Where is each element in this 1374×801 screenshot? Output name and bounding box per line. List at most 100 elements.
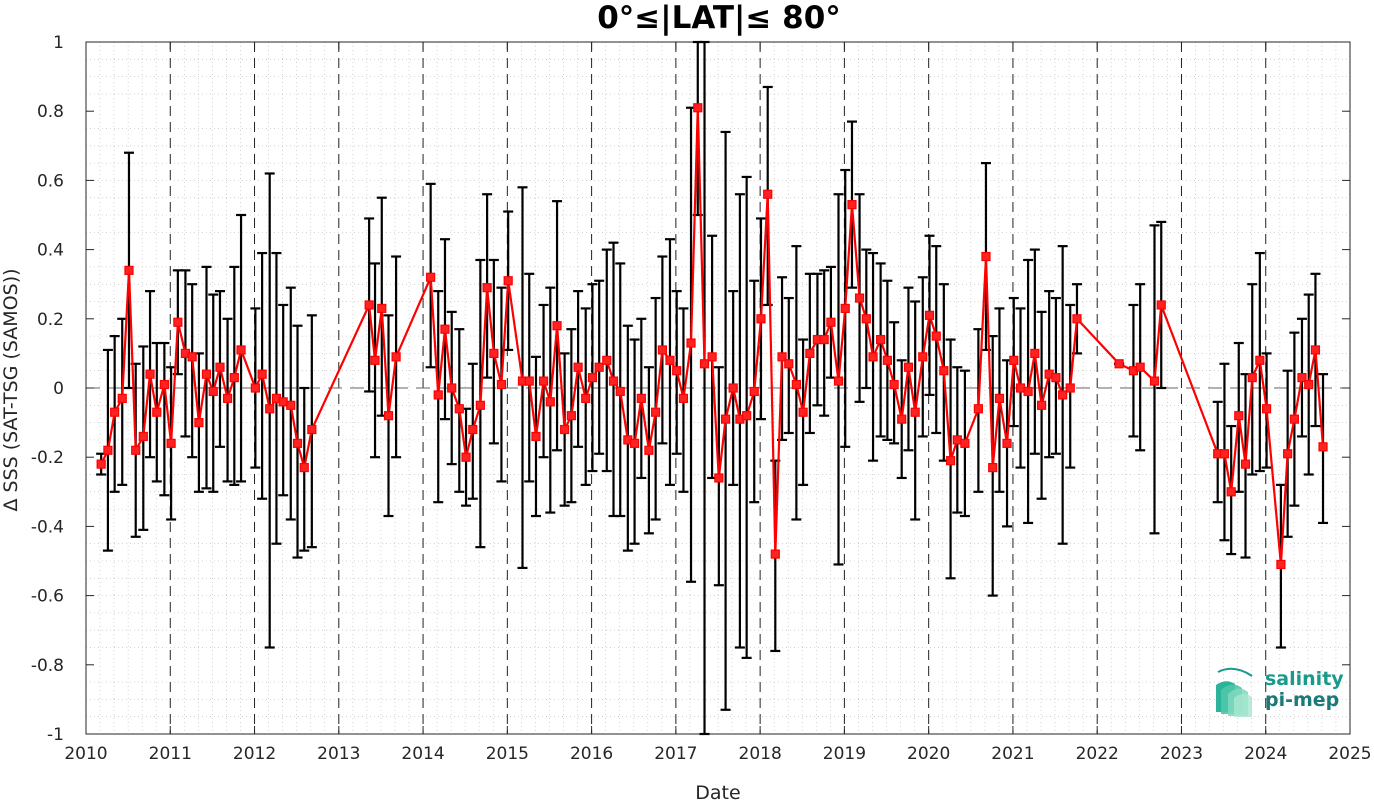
data-point-marker bbox=[489, 348, 499, 358]
data-point-marker bbox=[377, 303, 387, 314]
data-point-marker bbox=[496, 379, 507, 390]
data-point-marker bbox=[1247, 373, 1257, 383]
data-point-marker bbox=[201, 369, 212, 379]
data-point-marker bbox=[503, 276, 513, 286]
data-point-marker bbox=[686, 338, 696, 348]
data-point-marker bbox=[131, 445, 141, 455]
data-point-marker bbox=[699, 359, 710, 369]
data-point-marker bbox=[903, 362, 914, 372]
data-point-marker bbox=[1219, 449, 1230, 459]
x-tick-label: 2020 bbox=[907, 744, 950, 764]
data-point-marker bbox=[777, 352, 787, 362]
data-point-marker bbox=[531, 431, 541, 442]
data-point-marker bbox=[145, 369, 155, 379]
y-tick-label: 0 bbox=[53, 379, 64, 399]
series-markers bbox=[96, 103, 1328, 570]
data-point-marker bbox=[1297, 373, 1307, 383]
data-point-marker bbox=[629, 438, 640, 448]
data-point-marker bbox=[257, 369, 267, 379]
data-point-marker bbox=[819, 334, 829, 345]
data-point-marker bbox=[461, 452, 471, 462]
data-point-marker bbox=[615, 386, 625, 397]
data-point-marker bbox=[1276, 559, 1286, 570]
data-point-marker bbox=[383, 411, 394, 421]
x-tick-label: 2013 bbox=[317, 744, 360, 764]
data-point-marker bbox=[960, 438, 970, 448]
data-point-marker bbox=[468, 424, 478, 435]
data-point-marker bbox=[433, 390, 443, 400]
data-point-marker bbox=[910, 407, 920, 417]
data-point-marker bbox=[524, 376, 534, 386]
data-point-marker bbox=[1009, 355, 1019, 365]
data-point-marker bbox=[678, 393, 689, 403]
data-point-marker bbox=[1149, 376, 1160, 386]
data-point-marker bbox=[897, 414, 907, 424]
data-point-marker bbox=[1283, 449, 1293, 459]
data-point-marker bbox=[482, 283, 492, 293]
data-point-marker bbox=[728, 383, 738, 393]
x-tick-label: 2010 bbox=[64, 744, 107, 764]
logo-text-pi-mep: pi-mep bbox=[1265, 689, 1339, 711]
y-tick-label: 0.2 bbox=[37, 310, 64, 330]
data-point-marker bbox=[1023, 386, 1033, 397]
logo-waves-icon bbox=[1216, 667, 1253, 717]
data-point-marker bbox=[1051, 373, 1061, 383]
y-axis-label: Δ SSS (SAT-TSG (SAMOS)) bbox=[0, 268, 22, 511]
data-point-marker bbox=[1015, 383, 1026, 393]
data-point-marker bbox=[475, 400, 485, 410]
data-point-marker bbox=[1318, 442, 1328, 452]
data-point-marker bbox=[391, 352, 401, 362]
y-tick-label: -0.8 bbox=[31, 656, 64, 676]
data-point-marker bbox=[159, 379, 169, 390]
data-point-marker bbox=[973, 404, 983, 414]
data-point-marker bbox=[672, 366, 682, 376]
x-axis-label: Date bbox=[695, 782, 740, 801]
y-tick-label: 0.6 bbox=[37, 171, 64, 191]
data-point-marker bbox=[215, 362, 225, 372]
y-tick-label: -1 bbox=[47, 725, 64, 745]
x-axis-ticks: 2010 2011 2012 2013 2014 2015 2016 2017 2018 2019… bbox=[64, 42, 1372, 764]
y-tick-label: 0.4 bbox=[37, 241, 64, 261]
data-point-marker bbox=[208, 386, 218, 397]
data-point-marker bbox=[644, 445, 654, 455]
x-tick-label: 2025 bbox=[1328, 744, 1371, 764]
data-point-marker bbox=[889, 379, 899, 390]
data-point-marker bbox=[918, 352, 928, 362]
data-point-marker bbox=[250, 383, 260, 393]
y-tick-label: -0.2 bbox=[31, 448, 64, 468]
data-point-marker bbox=[756, 314, 766, 324]
data-point-marker bbox=[854, 293, 865, 303]
data-point-marker bbox=[124, 265, 134, 275]
data-point-marker bbox=[651, 407, 661, 417]
x-tick-label: 2017 bbox=[654, 744, 697, 764]
data-point-marker bbox=[265, 404, 275, 414]
data-point-marker bbox=[876, 334, 886, 345]
x-tick-label: 2011 bbox=[149, 744, 192, 764]
data-point-marker bbox=[805, 348, 815, 358]
y-axis-ticks: -1 -0.8 -0.6 -0.4 -0.2 0 0.2 0.4 0.6 0.8 1 bbox=[31, 33, 1350, 745]
data-point-marker bbox=[364, 300, 374, 310]
data-point-marker bbox=[742, 411, 752, 421]
x-tick-label: 2016 bbox=[570, 744, 613, 764]
data-point-marker bbox=[994, 393, 1005, 403]
data-point-marker bbox=[426, 272, 436, 282]
data-point-marker bbox=[798, 407, 808, 417]
data-point-marker bbox=[1065, 383, 1075, 393]
data-point-marker bbox=[770, 549, 780, 559]
data-point-marker bbox=[1058, 390, 1068, 400]
data-point-marker bbox=[1072, 314, 1082, 324]
salinity-pi-mep-logo: salinity pi-mep bbox=[1216, 667, 1344, 717]
data-point-marker bbox=[931, 331, 941, 341]
y-tick-label: 0.8 bbox=[37, 102, 64, 122]
data-point-marker bbox=[194, 418, 204, 428]
data-point-marker bbox=[693, 103, 703, 113]
data-point-marker bbox=[1135, 362, 1145, 372]
data-point-marker bbox=[826, 317, 836, 327]
data-point-marker bbox=[763, 189, 773, 199]
data-point-marker bbox=[103, 445, 113, 455]
data-point-marker bbox=[707, 352, 717, 362]
x-tick-label: 2022 bbox=[1076, 744, 1119, 764]
data-point-marker bbox=[714, 473, 724, 483]
data-point-marker bbox=[581, 393, 591, 403]
